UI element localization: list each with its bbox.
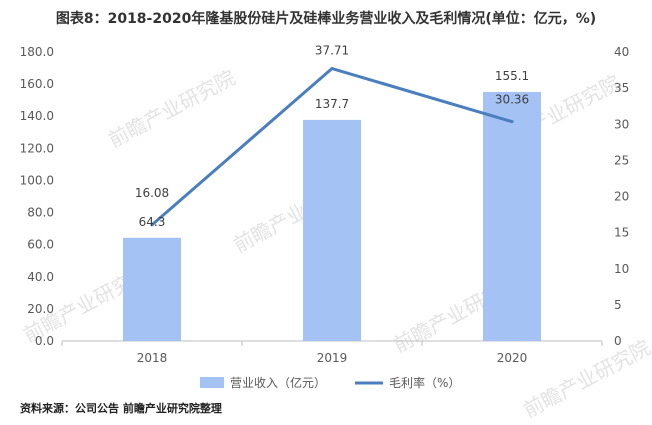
y-left-tick-label: 160.0 [20, 77, 54, 91]
legend-label-margin: 毛利率（%） [389, 375, 460, 390]
y-right-tick-label: 0 [614, 334, 622, 348]
y-right-tick-label: 25 [614, 153, 629, 167]
y-left-tick-label: 100.0 [20, 173, 54, 187]
y-left-tick-label: 180.0 [20, 45, 54, 59]
y-right-tick-label: 30 [614, 117, 629, 131]
line-value-label: 16.08 [135, 186, 169, 200]
chart-title: 图表8：2018-2020年隆基股份硅片及硅棒业务营业收入及毛利情况(单位：亿元… [55, 11, 597, 27]
y-left-tick-label: 20.0 [27, 302, 54, 316]
bar-revenue-2018 [123, 237, 181, 341]
legend-label-revenue: 营业收入（亿元） [230, 375, 326, 390]
x-tick-label: 2020 [497, 351, 528, 365]
y-right-tick-label: 10 [614, 262, 629, 276]
bar-revenue-2019 [303, 119, 361, 341]
source-note: 资料来源：公司公告 前瞻产业研究院整理 [20, 402, 222, 415]
line-value-label: 30.36 [495, 93, 529, 107]
y-right-tick-label: 40 [614, 45, 629, 59]
x-tick-label: 2018 [137, 351, 168, 365]
point-margin-2020 [510, 120, 514, 124]
point-margin-2018 [150, 223, 154, 227]
y-left-tick-label: 40.0 [27, 270, 54, 284]
legend: 营业收入（亿元） 毛利率（%） [200, 375, 460, 390]
legend-swatch-revenue [200, 377, 224, 388]
chart-axes: 0.0 20.0 40.0 60.0 80.0 100.0 120.0 140.0 160.0 1… [20, 45, 630, 365]
y-right-tick-label: 20 [614, 190, 629, 204]
y-right-tick-label: 15 [614, 226, 629, 240]
y-left-tick-label: 0.0 [35, 334, 54, 348]
bar-revenue-2020 [483, 91, 541, 341]
y-left-tick-label: 60.0 [27, 238, 54, 252]
y-left-tick-label: 140.0 [20, 109, 54, 123]
bar-value-label: 137.7 [315, 97, 349, 111]
line-value-label: 37.71 [315, 44, 349, 58]
watermark-text: 前瞻产业研究院 [519, 335, 652, 422]
watermark-text: 前瞻产业研究院 [104, 65, 239, 152]
bar-value-label: 155.1 [495, 69, 529, 83]
y-left-tick-label: 120.0 [20, 141, 54, 155]
y-right-tick-label: 35 [614, 81, 629, 95]
line-series [150, 67, 514, 227]
x-tick-label: 2019 [317, 351, 348, 365]
y-left-tick-label: 80.0 [27, 206, 54, 220]
bar-value-label: 64.3 [139, 215, 166, 229]
bar-series [123, 91, 541, 341]
data-labels: 64.3 137.7 155.1 16.08 37.71 30.36 [135, 44, 529, 229]
y-right-tick-label: 5 [614, 298, 622, 312]
point-margin-2019 [330, 67, 334, 71]
